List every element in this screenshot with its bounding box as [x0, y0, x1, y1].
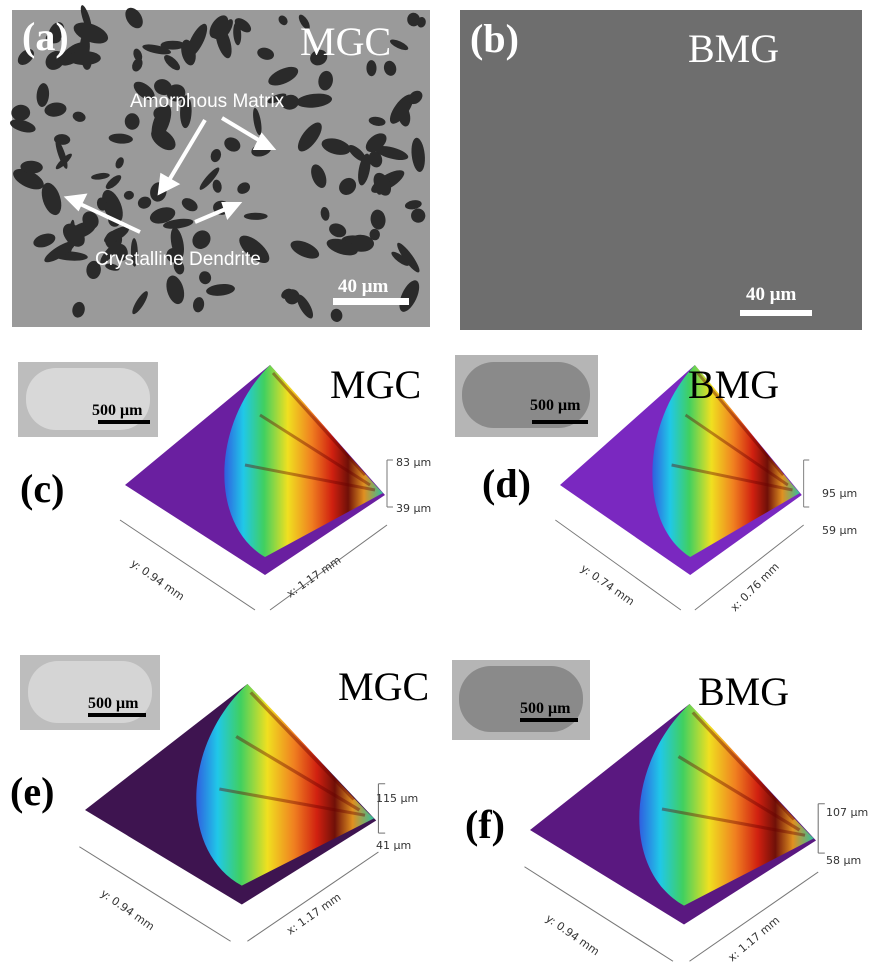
- figure: (a) MGC Amorphous Matrix Crystalline Den…: [0, 0, 875, 975]
- inset-scale-bar: 500 μm: [520, 700, 571, 717]
- x-extent: x: 0.76 mm: [728, 560, 782, 614]
- y-extent: y: 0.74 mm: [578, 562, 637, 608]
- x-extent: x: 1.17 mm: [284, 891, 343, 938]
- material: MGC: [330, 362, 421, 407]
- panel-c: 500 μm MGC (c) 83 μm 39 μm y: 0.94 mm x:…: [18, 362, 431, 610]
- panel-e: 500 μm MGC (e) 115 μm 41 μm y: 0.94 mm x…: [10, 655, 429, 941]
- inset-scale-bar: 500 μm: [88, 695, 139, 712]
- material: BMG: [688, 26, 779, 71]
- material: BMG: [688, 362, 779, 407]
- z-max: 107 μm: [826, 806, 868, 819]
- z-min: 59 μm: [822, 524, 857, 537]
- material: MGC: [300, 19, 391, 64]
- dendrite: [244, 213, 268, 220]
- panel-label: (d): [482, 461, 531, 506]
- z-min: 39 μm: [396, 502, 431, 515]
- z-max: 95 μm: [822, 487, 857, 500]
- panel-b: (b) BMG 40 μm: [460, 10, 862, 330]
- inset-scale-bar: 500 μm: [530, 397, 581, 414]
- y-extent: y: 0.94 mm: [543, 912, 602, 958]
- annotation: Crystalline Dendrite: [95, 249, 261, 270]
- panel-a: (a) MGC Amorphous Matrix Crystalline Den…: [9, 4, 430, 327]
- scale-bar: 40 μm: [746, 284, 797, 305]
- z-min: 58 μm: [826, 854, 861, 867]
- z-max: 115 μm: [376, 792, 418, 805]
- y-extent: y: 0.94 mm: [128, 557, 187, 603]
- material: BMG: [698, 669, 789, 714]
- panel-f: 500 μm BMG (f) 107 μm 58 μm y: 0.94 mm x…: [452, 660, 868, 964]
- panel-label: (b): [470, 16, 519, 61]
- micrograph-bmg: [460, 10, 862, 330]
- x-extent: x: 1.17 mm: [284, 554, 343, 601]
- panel-label: (a): [22, 14, 69, 59]
- dendrite: [68, 51, 101, 65]
- material: MGC: [338, 664, 429, 709]
- z-min: 41 μm: [376, 839, 411, 852]
- y-extent: y: 0.94 mm: [98, 887, 157, 933]
- panel-d: 500 μm BMG (d) 95 μm 59 μm y: 0.74 mm x:…: [455, 355, 857, 614]
- panel-label: (f): [465, 802, 505, 847]
- panel-label: (c): [20, 466, 64, 511]
- z-max: 83 μm: [396, 456, 431, 469]
- panel-label: (e): [10, 769, 54, 814]
- x-extent: x: 1.17 mm: [726, 914, 783, 965]
- inset-scale-bar: 500 μm: [92, 402, 143, 419]
- scale-bar: 40 μm: [338, 276, 389, 297]
- annotation: Amorphous Matrix: [130, 91, 285, 112]
